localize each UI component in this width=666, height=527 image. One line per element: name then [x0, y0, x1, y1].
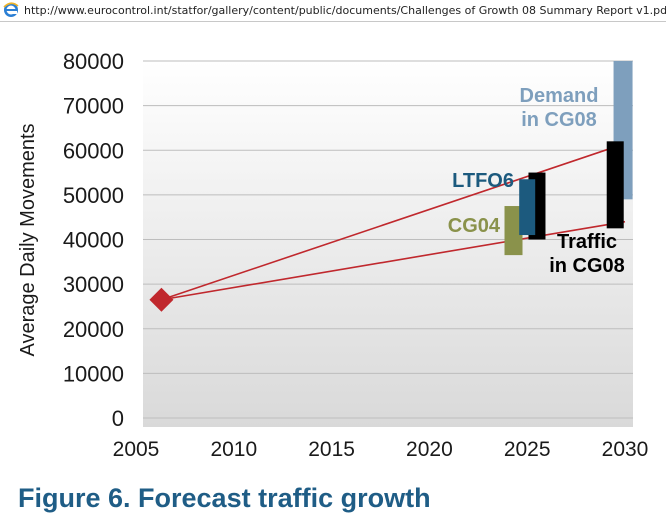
x-tick-label: 2010	[210, 438, 257, 461]
cg04-label: CG04	[448, 215, 501, 237]
gridlines	[143, 60, 633, 419]
ie-icon	[3, 2, 19, 17]
y-tick-label: 50000	[63, 183, 124, 208]
y-tick-labels: 0 10000 20000 30000 40000 50000 60000 70000 8000…	[63, 49, 124, 431]
forecast-chart: 0 10000 20000 30000 40000 50000 60000 70000 8000…	[17, 49, 649, 461]
x-tick-labels: 2005 2010 2015 2020 2025 2030	[113, 438, 649, 461]
demand-label-line1: Demand	[520, 85, 599, 107]
x-tick-label: 2005	[113, 438, 160, 461]
ltfo6-label: LTFO6	[452, 170, 514, 192]
traffic-label-line1: Traffic	[557, 231, 617, 253]
x-tick-label: 2025	[504, 438, 551, 461]
trend-line	[161, 142, 626, 301]
range-bar-traffic-in-cg08	[606, 141, 624, 229]
trend-line	[161, 220, 626, 301]
y-tick-label: 60000	[63, 138, 124, 163]
y-tick-label: 30000	[63, 272, 124, 297]
y-tick-label: 40000	[63, 228, 124, 253]
trend-lines	[161, 142, 626, 301]
figure-caption: Figure 6. Forecast traffic growth	[18, 483, 431, 513]
y-tick-label: 20000	[63, 317, 124, 342]
x-tick-label: 2020	[406, 438, 453, 461]
range-bar-ltfo6	[519, 179, 536, 236]
range-bars	[504, 61, 633, 256]
y-axis-label: Average Daily Movements	[17, 123, 39, 356]
x-tick-label: 2015	[308, 438, 355, 461]
y-tick-label: 0	[112, 406, 124, 431]
demand-label-line2: in CG08	[521, 109, 597, 131]
base-marker	[149, 287, 174, 312]
url-text: http://www.eurocontrol.int/statfor/galle…	[24, 4, 666, 17]
range-bar-cg04	[504, 206, 523, 256]
traffic-label-line2: in CG08	[549, 255, 625, 277]
y-tick-label: 10000	[63, 361, 124, 386]
x-tick-label: 2030	[602, 438, 649, 461]
y-tick-label: 70000	[63, 94, 124, 119]
browser-address-bar[interactable]: http://www.eurocontrol.int/statfor/galle…	[0, 0, 666, 22]
y-tick-label: 80000	[63, 49, 124, 74]
base-point-marker	[149, 287, 174, 312]
plot-area	[143, 61, 633, 427]
